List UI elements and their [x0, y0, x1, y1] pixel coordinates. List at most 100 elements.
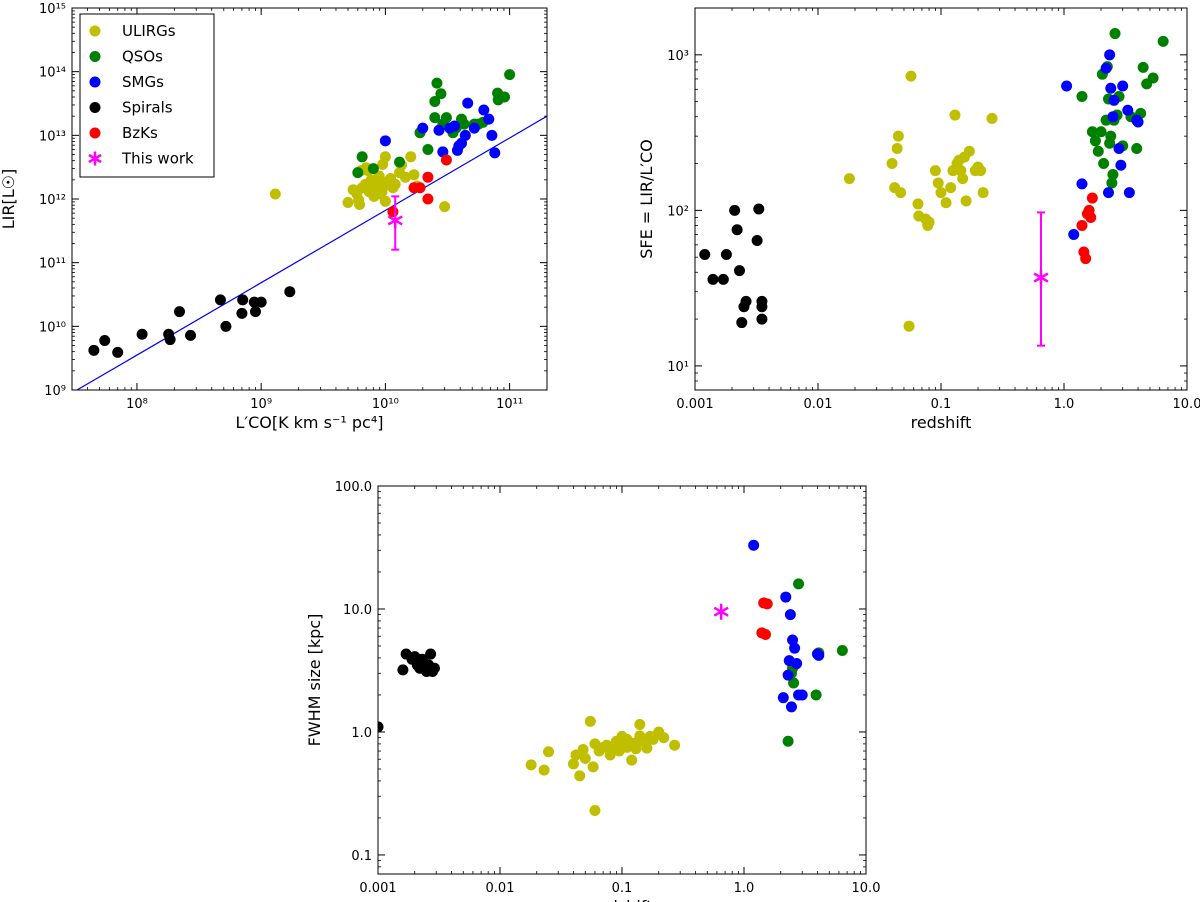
x-tick-label: 0.1 — [931, 397, 952, 412]
data-point-smgs — [1107, 111, 1119, 123]
y-tick-label: 1.0 — [351, 726, 372, 741]
x-tick-label: 10.0 — [1173, 397, 1200, 412]
data-point-qsos — [1106, 177, 1118, 189]
data-point-qsos — [1147, 72, 1159, 84]
y-tick-label: 10¹⁰ — [39, 320, 66, 335]
data-point-qsos — [394, 156, 406, 168]
data-point-ulirgs — [912, 198, 924, 210]
series-smgs — [1061, 49, 1144, 240]
legend: ULIRGs QSOs SMGs Spirals BzKs This work — [79, 13, 215, 178]
data-point-ulirgs — [669, 739, 681, 751]
data-point-ulirgs — [439, 201, 451, 213]
axes-frame — [71, 7, 548, 391]
data-point-spirals — [284, 286, 296, 298]
this-work-star — [1033, 269, 1049, 286]
data-point-qsos — [1076, 90, 1088, 102]
data-point-smgs — [785, 701, 797, 713]
series-smgs — [748, 539, 825, 713]
data-point-spirals — [255, 296, 267, 308]
data-point-smgs — [784, 609, 796, 621]
data-point-qsos — [1089, 135, 1101, 147]
data-point-smgs — [448, 120, 460, 132]
data-point-ulirgs — [957, 173, 969, 185]
data-point-spirals — [733, 265, 745, 277]
legend-label: BzKs — [122, 124, 158, 142]
y-tick-label: 10¹⁵ — [39, 2, 66, 17]
data-point-qsos — [1105, 130, 1117, 142]
data-point-spirals — [731, 224, 743, 236]
data-point-qsos — [793, 578, 805, 590]
chart-lir_vs_lco: 10⁸ 10⁹ 10¹⁰ 10¹¹ 10⁹ 10¹⁰ 10¹¹ 10¹² 10¹³ 10¹⁴ 10¹… — [0, 2, 548, 432]
x-tick-label: 10.0 — [852, 881, 881, 896]
series-spirals — [378, 648, 440, 733]
y-tick-label: 10² — [667, 204, 689, 219]
y-tick-label: 10⁹ — [44, 384, 66, 399]
data-point-ulirgs — [587, 761, 599, 773]
data-point-smgs — [791, 658, 803, 670]
data-point-ulirgs — [935, 187, 947, 199]
axes-frame — [377, 485, 867, 875]
data-point-spirals — [699, 249, 711, 261]
data-point-smgs — [489, 147, 501, 159]
data-point-ulirgs — [891, 142, 903, 154]
data-point-spirals — [136, 328, 148, 340]
data-point-ulirgs — [932, 177, 944, 189]
data-point-ulirgs — [577, 744, 589, 756]
data-point-smgs — [1123, 187, 1135, 199]
data-point-spirals — [428, 662, 440, 674]
data-point-qsos — [1095, 126, 1107, 138]
data-point-ulirgs — [886, 158, 898, 170]
legend-marker-this-work — [88, 151, 102, 166]
plot-area — [699, 28, 1169, 347]
data-point-smgs — [796, 689, 808, 701]
data-point-bzks — [759, 629, 771, 641]
x-tick-label: 0.001 — [359, 881, 396, 896]
data-point-bzks — [1085, 211, 1097, 223]
data-point-spirals — [173, 306, 185, 318]
data-point-qsos — [1086, 126, 1098, 138]
data-point-smgs — [468, 122, 480, 134]
data-point-smgs — [1105, 82, 1117, 94]
data-point-ulirgs — [895, 187, 907, 199]
x-axis-label: L′CO[K km s⁻¹ pc⁴] — [236, 413, 384, 432]
x-tick-label: 10¹⁰ — [372, 397, 399, 412]
data-point-smgs — [1100, 62, 1112, 74]
data-point-smgs — [787, 634, 799, 646]
data-point-bzks — [761, 598, 773, 610]
legend-marker-smgs — [89, 76, 101, 88]
x-tick-label: 0.01 — [804, 397, 833, 412]
data-point-qsos — [836, 644, 848, 656]
data-point-spirals — [185, 329, 197, 341]
data-point-ulirgs — [405, 151, 417, 163]
series-ulirgs — [525, 715, 681, 816]
y-tick-label: 10¹ — [667, 360, 689, 375]
data-point-bzks — [440, 154, 452, 166]
data-point-ulirgs — [525, 759, 537, 771]
data-point-spirals — [378, 721, 384, 733]
data-point-qsos — [504, 69, 516, 81]
data-point-ulirgs — [399, 171, 411, 183]
data-point-smgs — [789, 642, 801, 654]
legend-marker-qsos — [89, 51, 101, 62]
data-point-smgs — [1122, 104, 1134, 116]
data-point-ulirgs — [584, 715, 596, 727]
data-point-spirals — [756, 301, 768, 313]
data-point-ulirgs — [986, 112, 998, 124]
y-tick-label: 10¹¹ — [39, 257, 66, 272]
data-point-smgs — [1113, 142, 1125, 154]
y-axis-label: SFE = LIR/L′CO — [637, 139, 656, 259]
data-point-ulirgs — [374, 175, 386, 187]
data-point-qsos — [1098, 158, 1110, 170]
data-point-ulirgs — [604, 749, 616, 761]
data-point-smgs — [1104, 49, 1116, 61]
data-point-qsos — [1092, 145, 1104, 157]
data-point-ulirgs — [634, 719, 646, 731]
this-work-star — [387, 212, 403, 229]
data-point-qsos — [429, 95, 441, 107]
data-point-spirals — [99, 334, 111, 346]
data-point-spirals — [753, 203, 765, 215]
data-point-smgs — [780, 591, 792, 603]
series-smgs — [379, 97, 501, 159]
data-point-ulirgs — [923, 216, 935, 228]
data-point-spirals — [717, 273, 729, 285]
